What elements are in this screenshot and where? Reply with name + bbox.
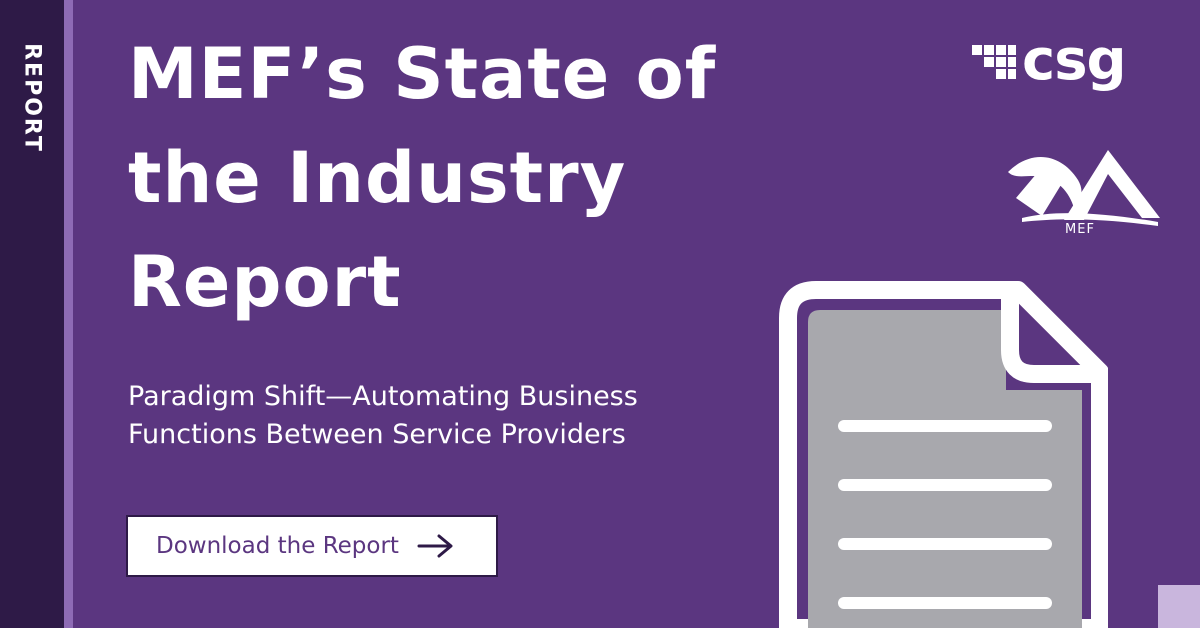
report-vertical-label: REPORT [19, 43, 45, 153]
sidebar-accent-stripe [64, 0, 73, 628]
mef-mountain-logo-icon [1008, 150, 1160, 226]
report-subtitle: Paradigm Shift—Automating Business Funct… [128, 381, 638, 450]
csg-logo: csg [972, 26, 1162, 96]
mef-wordmark: MEF [1065, 222, 1095, 237]
download-report-button[interactable]: Download the Report [126, 515, 498, 577]
download-report-label: Download the Report [156, 533, 399, 559]
document-icon [779, 281, 1108, 628]
arrow-right-icon [417, 533, 455, 559]
sidebar-band: REPORT [0, 0, 64, 628]
accent-corner-square [1158, 585, 1200, 628]
page-title: MEF’s State of the Industry Report [128, 33, 717, 323]
csg-wordmark: csg [1022, 28, 1127, 93]
csg-pixel-mark-icon [972, 45, 1016, 79]
